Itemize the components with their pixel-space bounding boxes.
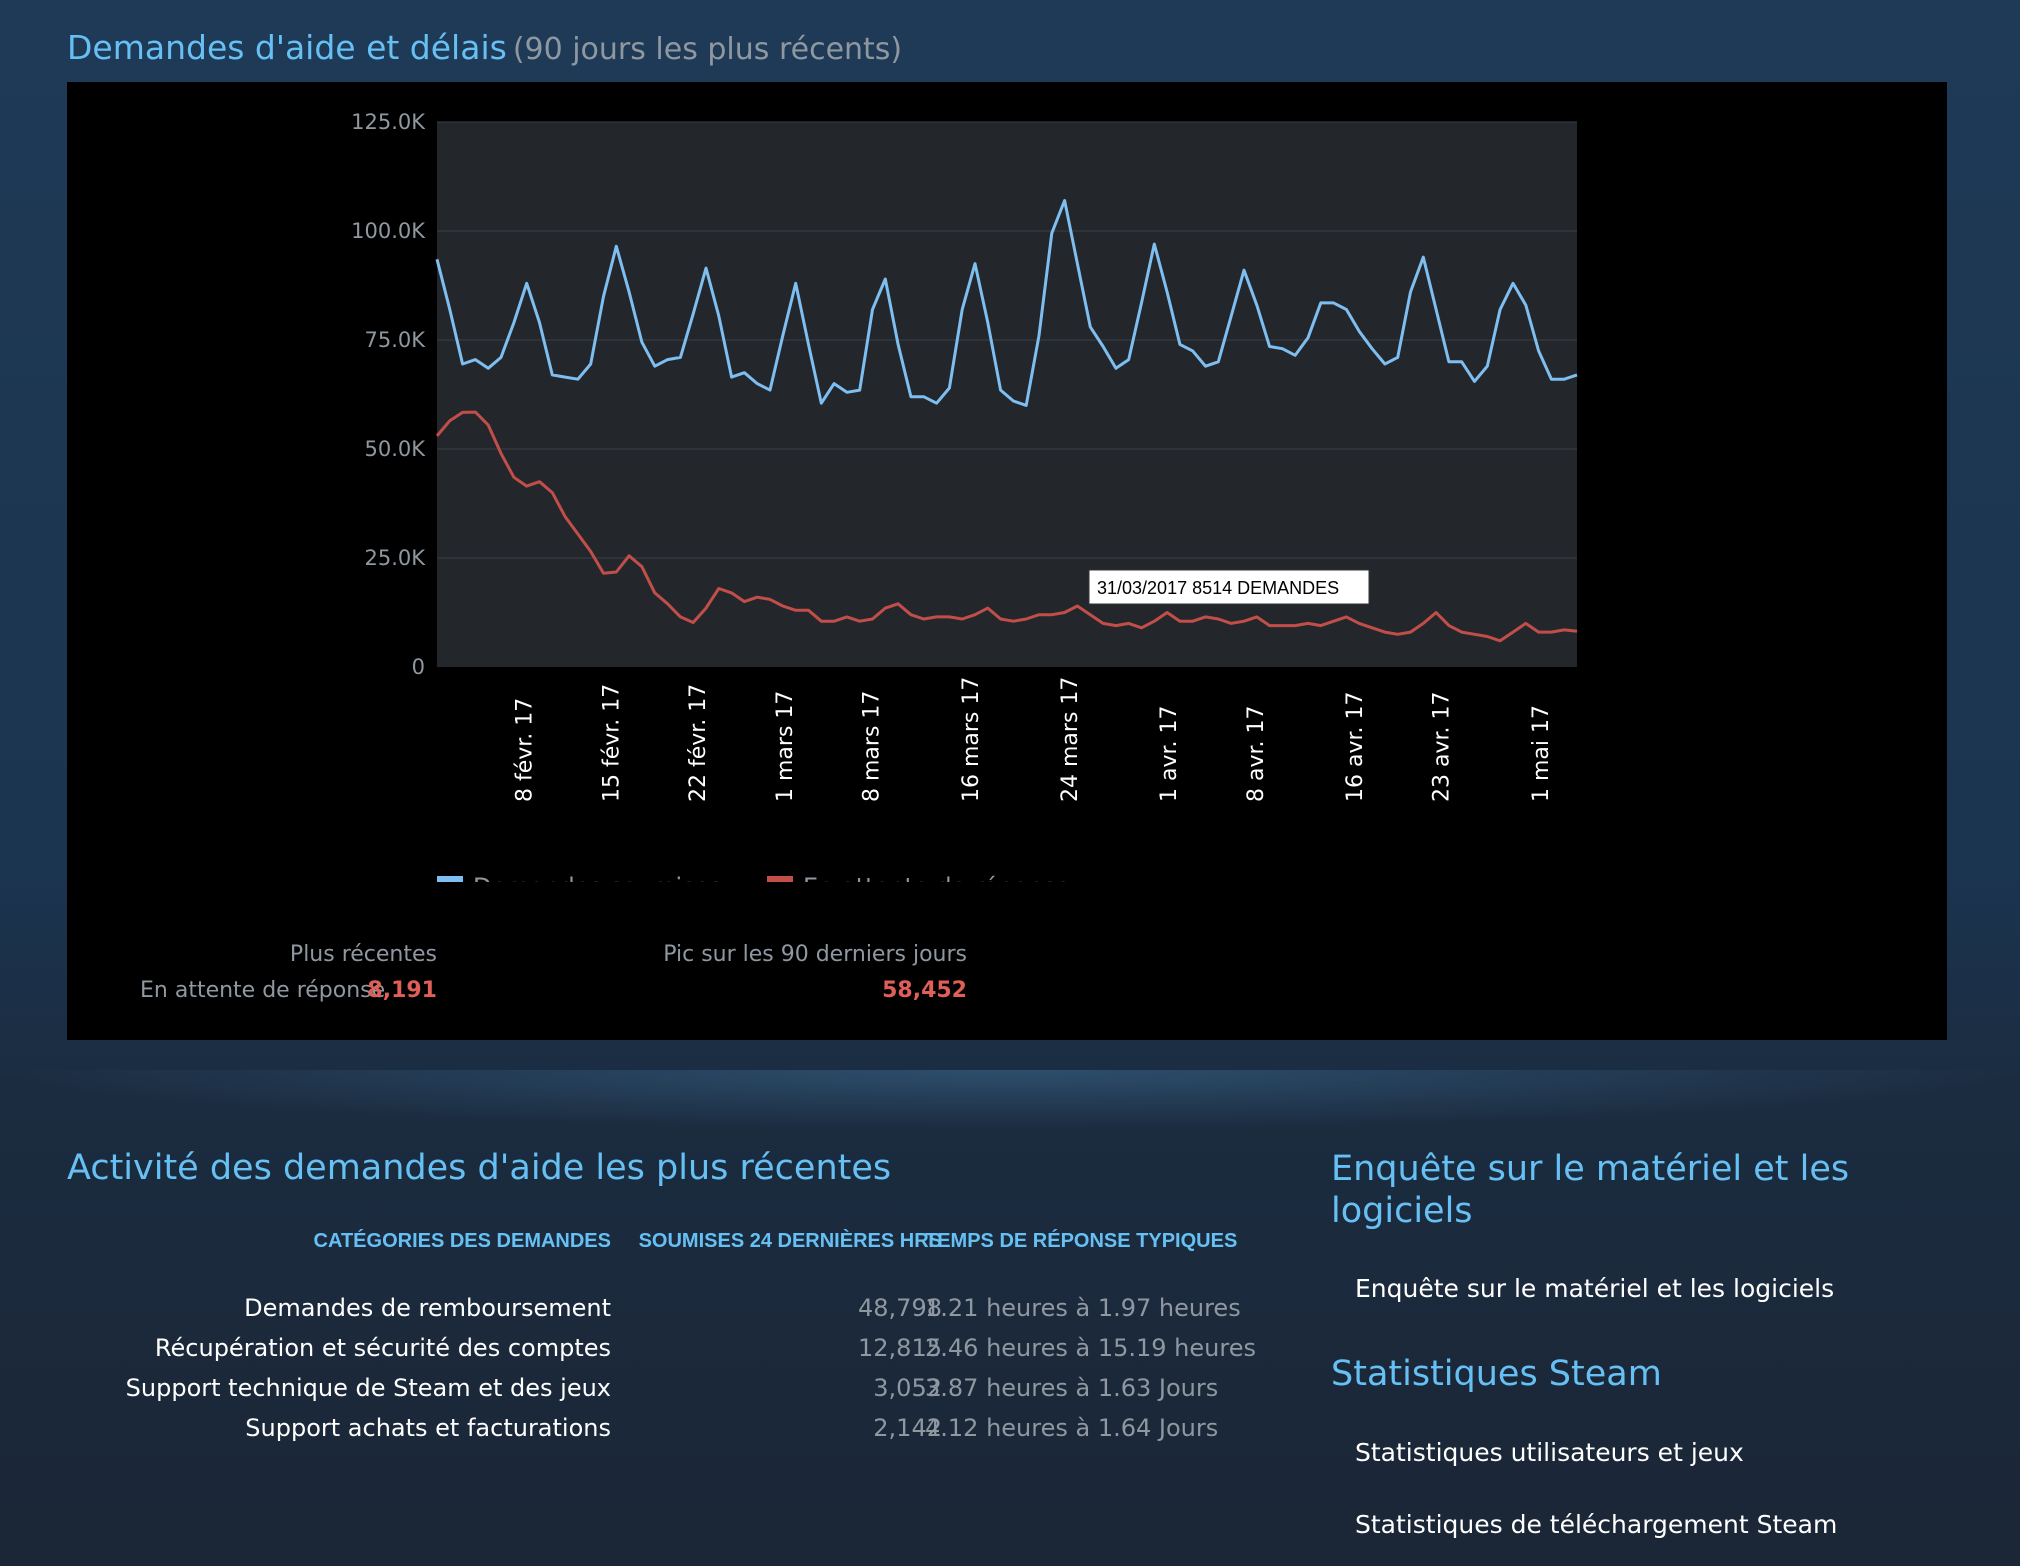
x-tick-label: 1 mars 17	[773, 691, 798, 802]
row-category: Support technique de Steam et des jeux	[125, 1374, 611, 1402]
x-tick-label: 22 févr. 17	[686, 684, 711, 802]
survey-title-line1: Enquête sur le matériel et les	[1331, 1149, 1850, 1189]
x-tick-label: 1 mai 17	[1529, 705, 1554, 802]
y-tick-label: 75.0K	[364, 328, 426, 352]
row-response-time: 4.12 heures à 1.64 Jours	[925, 1414, 1219, 1442]
stats-recent-value: 8,191	[367, 978, 437, 1003]
legend-label: Demandes soumises	[473, 873, 722, 882]
row-response-time: 3.87 heures à 1.63 Jours	[925, 1374, 1219, 1402]
row-response-time: 2.46 heures à 15.19 heures	[925, 1334, 1256, 1362]
y-tick-label: 50.0K	[364, 437, 426, 461]
user-game-stats-link[interactable]: Statistiques utilisateurs et jeux	[1355, 1438, 1744, 1467]
row-category: Récupération et sécurité des comptes	[154, 1334, 611, 1362]
y-tick-label: 0	[412, 655, 425, 679]
survey-title: Enquête sur le matériel et les logiciels	[1331, 1148, 1849, 1232]
tooltip-text: 31/03/2017 8514 DEMANDES	[1097, 578, 1339, 598]
table-row: Support technique de Steam et des jeux 3…	[67, 1374, 1247, 1410]
legend-label: En attente de réponse	[803, 873, 1070, 882]
x-tick-label: 1 avr. 17	[1157, 706, 1182, 803]
x-tick-label: 8 avr. 17	[1244, 706, 1269, 803]
row-response-time: 1.21 heures à 1.97 heures	[925, 1294, 1241, 1322]
page-title: Demandes d'aide et délais (90 jours les p…	[67, 28, 902, 67]
y-tick-label: 25.0K	[364, 546, 426, 570]
activity-title: Activité des demandes d'aide les plus ré…	[67, 1148, 892, 1188]
survey-link[interactable]: Enquête sur le matériel et les logiciels	[1355, 1274, 1835, 1303]
table-row: Demandes de remboursement 48,798 1.21 he…	[67, 1294, 1247, 1330]
x-tick-label: 8 févr. 17	[513, 698, 538, 802]
row-submitted: 12,815	[858, 1334, 942, 1362]
stats-peak-value: 58,452	[882, 978, 967, 1003]
table-row: Récupération et sécurité des comptes 12,…	[67, 1334, 1256, 1370]
x-tick-label: 23 avr. 17	[1430, 692, 1455, 803]
stats-recent-header: Plus récentes	[289, 942, 437, 967]
row-submitted: 2,142	[873, 1414, 942, 1442]
x-tick-label: 16 mars 17	[959, 677, 984, 802]
y-tick-label: 125.0K	[351, 110, 426, 134]
series-line-submitted	[435, 199, 1578, 407]
row-submitted: 3,052	[873, 1374, 942, 1402]
row-submitted: 48,798	[858, 1294, 942, 1322]
steam-stats-title: Statistiques Steam	[1331, 1354, 1662, 1394]
col-header-category: CATÉGORIES DES DEMANDES	[313, 1230, 611, 1252]
table-row: Support achats et facturations 2,142 4.1…	[67, 1414, 1247, 1450]
section-divider	[0, 1070, 2020, 1130]
page-subtitle: (90 jours les plus récents)	[512, 32, 903, 67]
legend-swatch	[437, 876, 463, 882]
row-category: Demandes de remboursement	[244, 1294, 611, 1322]
y-tick-label: 100.0K	[351, 219, 426, 243]
x-tick-label: 24 mars 17	[1058, 677, 1083, 802]
stats-peak-header: Pic sur les 90 derniers jours	[663, 942, 967, 967]
chart-panel: 0 25.0K 50.0K 75.0K 100.0K 125.0K 8 févr. 17 1…	[67, 82, 1947, 1040]
stats-row-label: En attente de réponse	[140, 978, 386, 1003]
line-chart: 0 25.0K 50.0K 75.0K 100.0K 125.0K 8 févr. 17 1…	[351, 110, 1578, 882]
tooltip-box	[1088, 569, 1370, 605]
row-category: Support achats et facturations	[245, 1414, 611, 1442]
col-header-response: TEMPS DE RÉPONSE TYPIQUES	[925, 1230, 1238, 1252]
col-header-submitted: SOUMISES 24 DERNIÈRES HRS	[638, 1230, 942, 1252]
legend-swatch	[767, 876, 793, 882]
survey-title-line2: logiciels	[1331, 1191, 1473, 1231]
x-tick-label: 8 mars 17	[860, 691, 885, 802]
page-title-text: Demandes d'aide et délais	[67, 28, 507, 67]
x-tick-label: 15 févr. 17	[599, 684, 624, 802]
series-line-pending	[435, 410, 1578, 643]
x-tick-label: 16 avr. 17	[1343, 692, 1368, 803]
download-stats-link[interactable]: Statistiques de téléchargement Steam	[1355, 1510, 1838, 1539]
